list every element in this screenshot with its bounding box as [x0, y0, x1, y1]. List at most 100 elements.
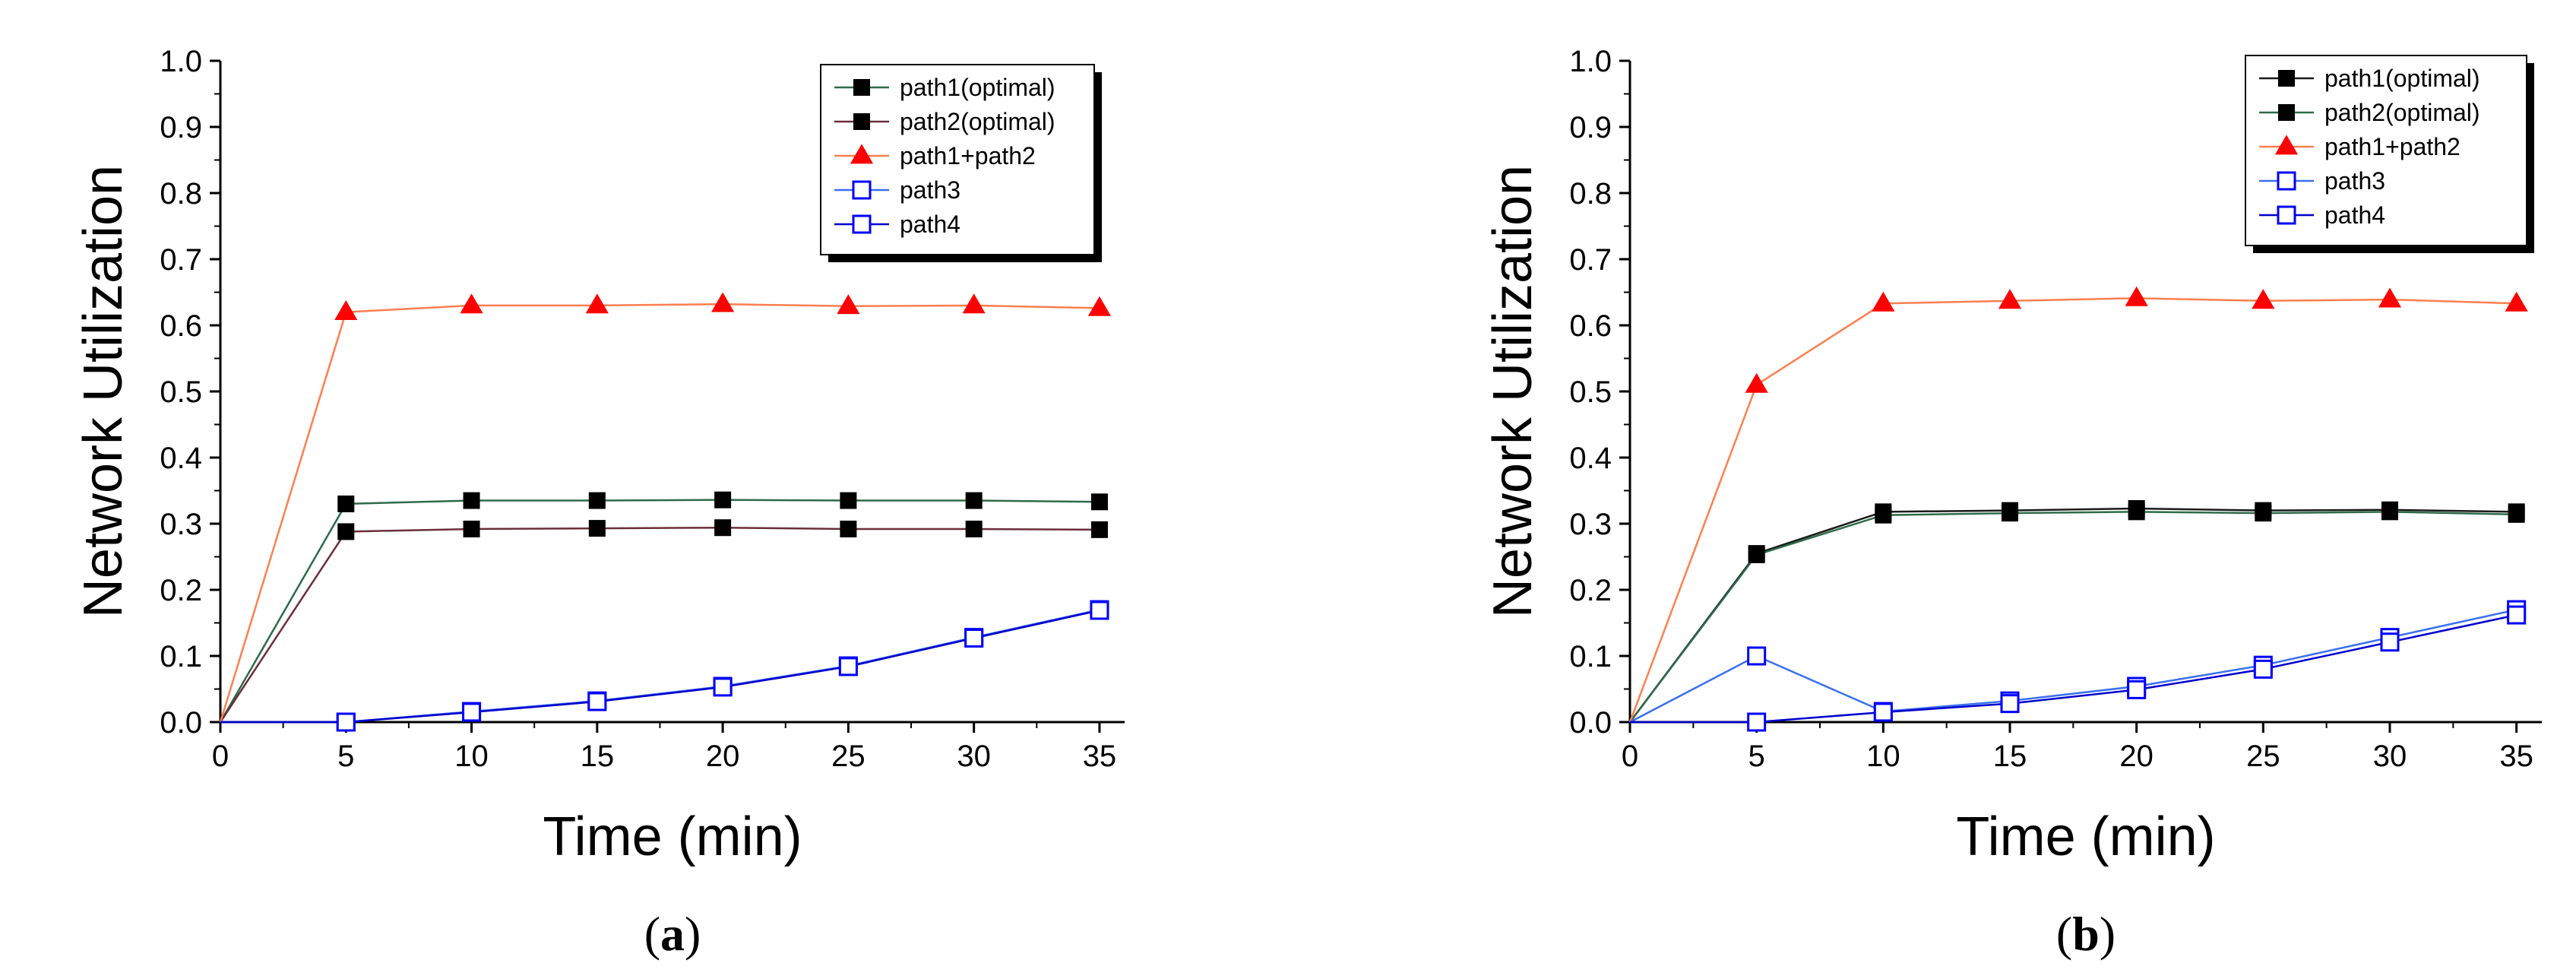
- series-line: [220, 609, 1100, 724]
- legend-label: path1(optimal): [900, 74, 1055, 101]
- data-point: [2127, 680, 2147, 699]
- y-tick-label: 0.8: [160, 177, 202, 211]
- y-tick-label: 0.1: [1569, 640, 1612, 673]
- y-tick-label: 0.4: [160, 442, 202, 475]
- data-point: [964, 629, 984, 648]
- legend-label: path1+path2: [2324, 133, 2460, 160]
- data-point: [1747, 712, 1767, 732]
- y-tick-label: 0.9: [160, 111, 202, 144]
- data-point: [337, 523, 355, 540]
- x-tick-label: 35: [1083, 740, 1117, 773]
- data-point: [462, 702, 482, 722]
- x-tick-label: 10: [1866, 740, 1900, 773]
- data-point: [838, 657, 858, 676]
- y-axis-title: Network Utilization: [73, 165, 134, 618]
- x-tick-label: 0: [1622, 740, 1638, 773]
- legend-item: path2(optimal): [834, 108, 1055, 135]
- legend-marker: [2278, 104, 2295, 121]
- legend-label: path4: [900, 211, 960, 238]
- y-tick-label: 0.0: [1569, 706, 1612, 740]
- data-point: [2255, 505, 2272, 522]
- series-line: [1629, 511, 2517, 723]
- y-tick-label: 0.7: [1569, 243, 1612, 277]
- x-tick-label: 25: [2246, 740, 2280, 773]
- data-point: [1090, 493, 1108, 511]
- data-point: [2378, 287, 2402, 308]
- data-point: [585, 293, 609, 314]
- y-tick-label: 0.3: [160, 508, 202, 541]
- x-axis-title: Time (min): [543, 806, 802, 867]
- legend-item: path3: [2259, 167, 2385, 195]
- legend-marker: [850, 144, 874, 164]
- legend-marker: [852, 180, 872, 200]
- series-path3: [1629, 600, 2527, 724]
- data-point: [965, 492, 983, 509]
- legend-marker: [2277, 205, 2296, 225]
- data-point: [334, 300, 358, 320]
- data-point: [840, 492, 857, 509]
- data-point: [2125, 286, 2148, 306]
- y-tick-label: 0.0: [160, 706, 202, 740]
- data-point: [840, 520, 857, 537]
- data-point: [1872, 291, 1895, 312]
- series-line: [1629, 507, 2517, 723]
- legend-marker: [853, 79, 870, 96]
- x-tick-label: 5: [1748, 740, 1765, 773]
- x-tick-label: 20: [2119, 740, 2154, 773]
- legend-item: path1+path2: [2259, 133, 2460, 160]
- caption-paren-open: (: [644, 907, 660, 961]
- y-tick-label: 0.4: [1569, 442, 1612, 475]
- series-path4: [1630, 605, 2527, 732]
- series-path2-optimal-: [1629, 503, 2525, 723]
- legend-label: path3: [2324, 167, 2385, 195]
- y-tick-label: 0.2: [160, 574, 202, 607]
- series-path1-path2: [1628, 286, 2528, 723]
- series-path4: [220, 600, 1109, 732]
- x-tick-label: 15: [1993, 740, 2027, 773]
- x-tick-label: 20: [706, 740, 740, 773]
- x-tick-label: 15: [581, 740, 615, 773]
- data-point: [714, 491, 732, 509]
- data-point: [1998, 289, 2022, 309]
- data-point: [463, 520, 480, 537]
- legend-item: path4: [2259, 201, 2385, 229]
- legend-marker: [853, 113, 870, 130]
- data-point: [965, 520, 983, 537]
- caption-letter: b: [2072, 907, 2100, 961]
- series-line: [1630, 613, 2517, 724]
- series-line: [219, 499, 1100, 723]
- data-point: [711, 292, 735, 312]
- data-point: [713, 677, 733, 697]
- x-tick-label: 0: [212, 740, 229, 773]
- x-tick-label: 35: [2499, 740, 2533, 773]
- y-tick-label: 1.0: [1569, 45, 1612, 78]
- legend-marker: [852, 214, 872, 234]
- legend-label: path3: [900, 176, 960, 204]
- data-point: [1875, 506, 1892, 524]
- data-point: [337, 495, 355, 512]
- legend-label: path1(optimal): [2324, 65, 2480, 92]
- data-point: [837, 294, 860, 315]
- y-tick-label: 1.0: [160, 45, 202, 78]
- data-point: [463, 492, 480, 509]
- y-tick-label: 0.9: [1569, 111, 1612, 144]
- x-tick-label: 30: [2373, 740, 2407, 773]
- series-path1-optimal-: [1629, 499, 2525, 723]
- legend-item: path1(optimal): [2259, 65, 2480, 92]
- legend-item: path2(optimal): [2259, 99, 2480, 126]
- y-tick-label: 0.5: [160, 375, 202, 409]
- y-tick-label: 0.6: [160, 309, 202, 343]
- series-line: [1629, 608, 2517, 724]
- panel-caption: (a): [644, 907, 701, 961]
- data-point: [336, 712, 356, 732]
- x-tick-label: 25: [831, 740, 866, 773]
- series-path2-optimal-: [219, 519, 1108, 723]
- data-point: [2505, 291, 2528, 312]
- x-tick-label: 10: [454, 740, 489, 773]
- series-path1-optimal-: [219, 491, 1108, 723]
- data-point: [2252, 289, 2275, 309]
- y-tick-label: 0.3: [1569, 508, 1612, 541]
- series-line: [1628, 297, 2517, 723]
- y-tick-label: 0.7: [160, 243, 202, 277]
